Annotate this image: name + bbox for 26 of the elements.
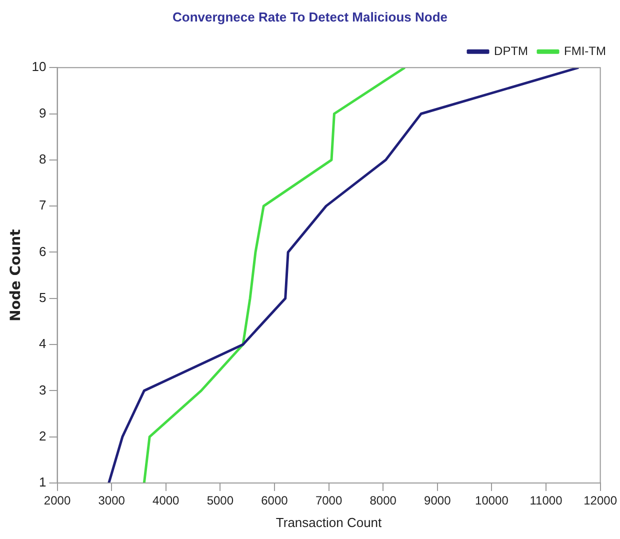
x-tick-label: 9000 bbox=[424, 494, 452, 508]
x-tick-label: 2000 bbox=[44, 494, 71, 508]
legend-label: DPTM bbox=[494, 44, 528, 58]
x-tick-label: 6000 bbox=[261, 494, 288, 508]
y-tick-label: 4 bbox=[39, 336, 46, 352]
y-tick-label: 5 bbox=[39, 290, 46, 305]
y-tick-label: 10 bbox=[32, 59, 46, 74]
x-axis-title: Transaction Count bbox=[276, 514, 382, 530]
x-tick-label: 10000 bbox=[475, 494, 509, 508]
x-tick-label: 7000 bbox=[315, 494, 342, 508]
y-tick-label: 9 bbox=[39, 105, 46, 120]
x-tick-label: 11000 bbox=[530, 494, 563, 508]
y-tick-label: 6 bbox=[39, 244, 46, 259]
x-tick-label: 4000 bbox=[152, 494, 180, 508]
y-tick-label: 2 bbox=[39, 428, 46, 444]
legend-label: FMI-TM bbox=[564, 44, 606, 58]
y-axis-title: Node Count bbox=[8, 228, 24, 322]
x-tick-label: 12000 bbox=[584, 494, 618, 508]
y-tick-label: 8 bbox=[39, 151, 46, 166]
y-tick-label: 1 bbox=[39, 474, 46, 490]
x-tick-label: 3000 bbox=[98, 494, 126, 508]
y-tick-label: 3 bbox=[39, 382, 46, 398]
x-tick-label: 8000 bbox=[370, 494, 397, 508]
chart-title: Convergnece Rate To Detect Malicious Node bbox=[172, 9, 448, 24]
y-tick-label: 7 bbox=[39, 198, 46, 213]
x-tick-label: 5000 bbox=[206, 494, 234, 508]
